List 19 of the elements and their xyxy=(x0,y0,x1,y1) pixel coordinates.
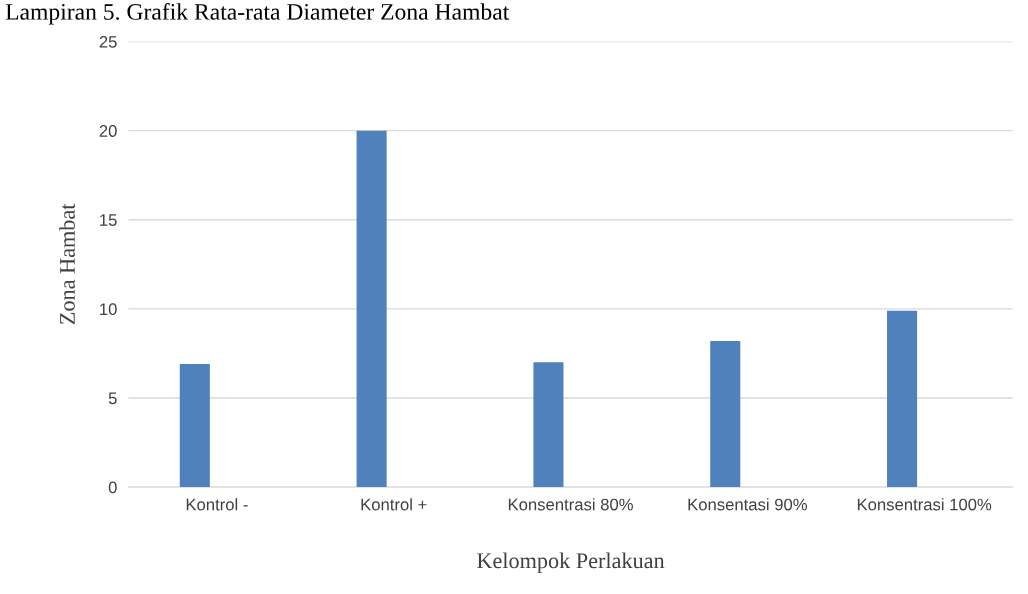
y-tick-label: 10 xyxy=(100,303,117,316)
y-tick-label: 25 xyxy=(99,35,117,48)
x-tick-label: Kontrol + xyxy=(361,498,427,511)
bar xyxy=(356,130,387,488)
x-axis-title: Kelompok Perlakuan xyxy=(477,552,665,573)
bar xyxy=(179,364,210,488)
y-tick-label: 0 xyxy=(108,481,117,494)
y-tick-label: 15 xyxy=(100,214,117,226)
bar xyxy=(887,310,918,488)
x-tick-label: Konsentasi 90% xyxy=(688,498,807,511)
y-axis-title: Zona Hambat xyxy=(59,203,75,325)
bar xyxy=(710,340,741,488)
bar xyxy=(533,362,564,488)
x-tick-label: Konsentrasi 100% xyxy=(857,498,992,511)
chart-title: Lampiran 5. Grafik Rata-rata Diameter Zona Hambat xyxy=(5,2,510,25)
y-tick-label: 5 xyxy=(108,392,117,405)
y-tick-label: 20 xyxy=(99,125,117,137)
x-tick-label: Konsentrasi 80% xyxy=(508,498,633,511)
x-tick-label: Kontrol - xyxy=(186,498,248,511)
